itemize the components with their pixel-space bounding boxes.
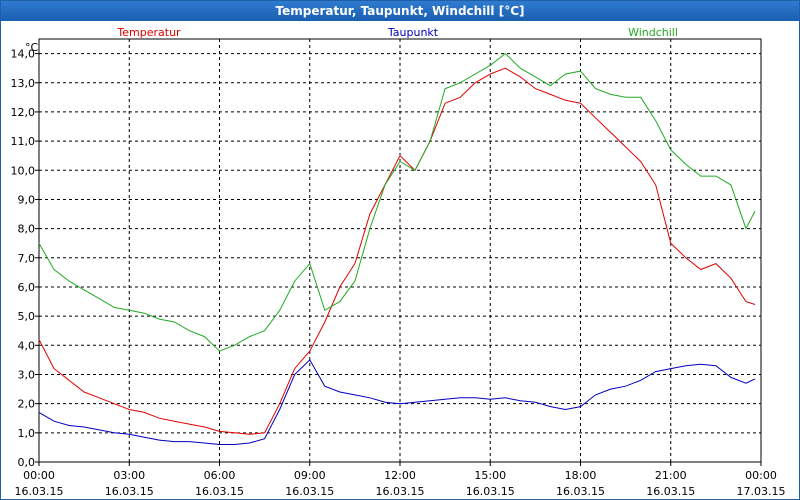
legend-item-windchill: Windchill [628, 26, 678, 39]
y-tick-label: 10,0 [11, 164, 36, 177]
y-tick-label: 2,0 [18, 398, 36, 411]
y-tick-label: 8,0 [18, 223, 36, 236]
y-tick-label: 6,0 [18, 281, 36, 294]
x-tick-date: 16.03.15 [556, 485, 605, 498]
y-tick-label: 14,0 [11, 48, 36, 61]
x-tick-date: 16.03.15 [376, 485, 425, 498]
y-tick-label: 4,0 [18, 339, 36, 352]
y-tick-label: 13,0 [11, 77, 36, 90]
grid-lines [39, 39, 761, 462]
y-tick-label: 11,0 [11, 135, 36, 148]
y-tick-label: 12,0 [11, 106, 36, 119]
y-tick-label: 3,0 [18, 368, 36, 381]
y-axis-unit: °C [25, 41, 39, 54]
x-tick-time: 06:00 [204, 469, 236, 482]
y-tick-label: 5,0 [18, 310, 36, 323]
series-taupunkt-line [38, 359, 756, 445]
x-tick-date: 16.03.15 [105, 485, 154, 498]
x-tick-time: 15:00 [474, 469, 506, 482]
x-tick-time: 00:00 [745, 469, 777, 482]
y-tick-label: 0,0 [18, 456, 36, 469]
y-tick-label: 9,0 [18, 193, 36, 206]
x-tick-time: 12:00 [384, 469, 416, 482]
x-tick-time: 00:00 [23, 469, 55, 482]
x-tick-time: 18:00 [565, 469, 597, 482]
x-tick-date: 16.03.15 [646, 485, 695, 498]
y-tick-label: 1,0 [18, 427, 36, 440]
axis-layer: 0,0 1,0 2,0 3,0 4,0 5,0 6,0 7,0 8,0 9,0 10,0 11,0 12… [11, 48, 786, 498]
x-tick-date: 16.03.15 [195, 485, 244, 498]
series-windchill-line [38, 52, 756, 352]
x-tick-time: 21:00 [655, 469, 687, 482]
x-tick-date: 16.03.15 [466, 485, 515, 498]
y-tick-label: 7,0 [18, 252, 36, 265]
x-tick-time: 09:00 [294, 469, 326, 482]
legend-item-temperatur: Temperatur [116, 26, 181, 39]
legend: Temperatur Taupunkt Windchill [116, 26, 678, 39]
x-tick-time: 03:00 [113, 469, 145, 482]
x-tick-date: 16.03.15 [285, 485, 334, 498]
series-layer [38, 52, 756, 445]
legend-item-taupunkt: Taupunkt [387, 26, 439, 39]
series-temperatur-line [38, 67, 756, 435]
window-title: Temperatur, Taupunkt, Windchill [°C] [1, 1, 799, 21]
x-tick-date: 17.03.15 [737, 485, 786, 498]
x-tick-date: 16.03.15 [15, 485, 64, 498]
